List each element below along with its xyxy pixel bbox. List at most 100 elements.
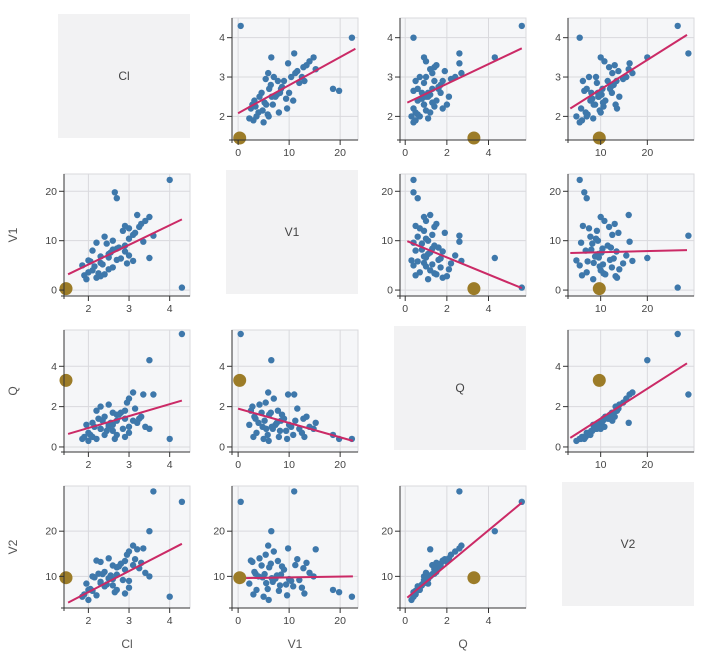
scatter-point	[625, 211, 632, 219]
scatter-point	[458, 69, 465, 77]
scatter-point	[458, 542, 465, 549]
scatter-point	[644, 357, 651, 364]
scatter-point	[166, 435, 173, 443]
scatter-point	[282, 427, 290, 434]
scatter-point	[422, 58, 430, 65]
scatter-point	[125, 577, 133, 585]
scatter-point	[301, 433, 308, 441]
scatter-point	[452, 252, 459, 259]
scatter-point	[605, 223, 613, 231]
scatter-point	[576, 119, 583, 126]
splom-panel-V1-vs-V2[interactable]: 0 10 20 10 20	[534, 164, 702, 320]
splom-panel-Cl-vs-V1[interactable]: 2 3 4 0 10 20	[198, 8, 366, 164]
splom-panel-V1-vs-Cl[interactable]: 0 10 20 2 3 4	[30, 164, 198, 320]
scatter-point	[518, 22, 525, 30]
highlighted-point[interactable]	[592, 282, 606, 296]
highlighted-point[interactable]	[592, 131, 606, 145]
trend-line	[237, 47, 356, 115]
scatter-point	[105, 423, 112, 430]
splom-panel-Q-vs-V1[interactable]: 0 2 4 0 10 20	[198, 320, 366, 476]
y-tick-label: 3	[555, 72, 561, 84]
x-tick-label: 20	[334, 147, 346, 159]
scatter-point	[611, 62, 618, 69]
scatter-point	[291, 391, 298, 398]
scatter-point	[576, 262, 583, 269]
scatter-point	[573, 257, 580, 264]
scatter-point	[265, 542, 272, 549]
scatter-point	[119, 576, 127, 584]
scatter-point	[109, 582, 117, 589]
scatter-point	[596, 107, 603, 114]
scatter-point	[592, 73, 600, 81]
scatter-point	[142, 423, 149, 430]
y-axis-title-Q: Q	[6, 386, 20, 396]
scatter-point	[93, 407, 100, 414]
highlighted-point[interactable]	[233, 131, 247, 145]
splom-panel-V2-vs-Q[interactable]: 10 20 0 2 4	[366, 476, 534, 632]
scatter-point	[294, 67, 301, 75]
highlighted-point[interactable]	[467, 571, 481, 585]
y-tick-label: 4	[219, 32, 225, 44]
scatter-point	[601, 423, 608, 430]
scatter-point	[420, 101, 428, 108]
scatter-point	[595, 93, 602, 100]
y-tick-label: 0	[555, 285, 561, 297]
scatter-point	[256, 401, 263, 408]
y-tick-label: 10	[381, 571, 393, 583]
scatter-point	[246, 421, 253, 428]
splom-panel-Cl-vs-V2[interactable]: 2 3 4 10 20	[534, 8, 702, 164]
highlighted-point[interactable]	[59, 571, 73, 585]
scatter-point	[292, 561, 299, 569]
highlighted-point[interactable]	[233, 373, 247, 387]
scatter-point	[267, 409, 274, 416]
scatter-point	[134, 211, 141, 219]
scatter-point	[576, 176, 583, 184]
highlighted-point[interactable]	[467, 131, 481, 145]
scatter-point	[408, 257, 415, 264]
scatter-point	[685, 232, 692, 239]
highlighted-point[interactable]	[467, 282, 481, 296]
scatter-point	[577, 239, 585, 246]
scatter-point	[410, 176, 417, 184]
scatter-point	[427, 546, 434, 553]
scatter-point	[595, 254, 602, 261]
scatter-point	[97, 425, 104, 432]
highlighted-point[interactable]	[59, 373, 73, 387]
trend-line	[237, 407, 354, 442]
scatter-point	[250, 591, 257, 598]
scatter-point	[456, 232, 463, 239]
scatter-point	[274, 557, 282, 565]
y-tick-label: 4	[51, 361, 57, 373]
scatter-point	[261, 417, 268, 424]
splom-panel-Q-vs-V2[interactable]: 0 2 4 10 20	[534, 320, 702, 476]
x-tick-label: 2	[444, 303, 450, 315]
scatter-point	[303, 559, 310, 566]
x-tick-label: 4	[486, 147, 492, 159]
y-tick-label: 4	[555, 361, 561, 373]
splom-panel-V2-vs-Cl[interactable]: 10 20 2 3 4	[30, 476, 198, 632]
y-tick-label: 10	[45, 235, 57, 247]
scatter-point	[491, 54, 498, 61]
scatter-point	[95, 415, 102, 422]
scatter-point	[312, 546, 319, 553]
scatter-point	[93, 435, 100, 443]
highlighted-point[interactable]	[233, 571, 247, 585]
scatter-point	[348, 593, 356, 600]
scatter-point	[422, 263, 430, 270]
scatter-point	[123, 399, 131, 406]
scatter-point	[601, 217, 608, 225]
highlighted-point[interactable]	[59, 282, 73, 296]
splom-panel-Cl-vs-Q[interactable]: 2 3 4 0 2 4	[366, 8, 534, 164]
scatter-point	[610, 255, 617, 262]
scatter-point	[256, 555, 263, 562]
scatter-point	[445, 93, 453, 100]
splom-panel-V2-vs-V1[interactable]: 10 20 0 10 20	[198, 476, 366, 632]
scatter-point	[101, 431, 108, 439]
scatter-point	[410, 34, 417, 41]
splom-panel-V1-vs-Q[interactable]: 0 10 20 0 2 4	[366, 164, 534, 320]
splom-panel-Q-vs-Cl[interactable]: 0 2 4 2 3 4	[30, 320, 198, 476]
y-tick-label: 10	[549, 235, 561, 247]
highlighted-point[interactable]	[592, 373, 606, 387]
x-tick-label: 2	[444, 615, 450, 627]
